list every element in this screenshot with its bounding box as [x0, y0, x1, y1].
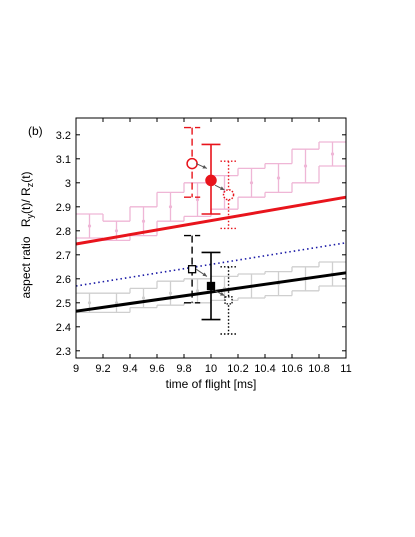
- x-tick-label: 10.6: [281, 363, 302, 375]
- gray-step-point: [168, 291, 173, 295]
- gray-step-point: [114, 301, 119, 305]
- y-axis-label-sub1: y: [25, 213, 35, 218]
- pink-step-point: [168, 205, 173, 209]
- y-tick-label: 2.3: [56, 346, 71, 358]
- marker-black-dotted-square: [224, 296, 233, 305]
- pink-step-point: [276, 176, 281, 180]
- y-tick-label: 3: [65, 178, 71, 190]
- pink-step-point: [141, 219, 146, 223]
- y-tick-label: 2.4: [56, 322, 71, 334]
- y-axis-label-r1: R: [19, 218, 33, 227]
- ticks-layer: 9 9.2 9.4 9.6 9.8 10 10.2 10.4 10.6 10.8 11 2.3 2.4 2…: [56, 118, 352, 375]
- arrow-head: [202, 164, 207, 169]
- series-line-red-solid: [75, 195, 347, 246]
- marker-red-open-circle: [186, 157, 198, 170]
- y-axis-label-prefix: aspect ratio: [19, 236, 33, 298]
- y-tick-label: 2.6: [56, 274, 71, 286]
- x-tick-label: 9.6: [149, 363, 164, 375]
- arrow-head: [220, 292, 225, 296]
- x-tick-label: 10: [205, 363, 217, 375]
- y-tick-label: 3.2: [56, 130, 71, 142]
- x-tick-label: 9: [73, 363, 79, 375]
- y-axis-label-end: (t): [19, 171, 33, 182]
- x-tick-label: 11: [340, 363, 351, 375]
- y-tick-label: 2.7: [56, 250, 71, 262]
- arrow-head: [220, 186, 225, 190]
- arrows-layer: [195, 163, 225, 297]
- y-tick-label: 3.1: [56, 154, 71, 166]
- pink-step-point: [195, 198, 200, 202]
- marker-black-filled-square: [206, 281, 216, 291]
- panel-label: (b): [28, 124, 43, 138]
- arrow-head: [202, 272, 207, 277]
- y-tick-label: 2.9: [56, 202, 71, 214]
- x-tick-label: 10.2: [227, 363, 248, 375]
- y-tick-label: 2.8: [56, 226, 71, 238]
- x-tick-label: 10.8: [308, 363, 329, 375]
- pink-step-point: [87, 224, 92, 228]
- gray-step-point: [141, 296, 146, 300]
- points-layer: [184, 126, 237, 335]
- x-tick-label: 9.8: [176, 363, 191, 375]
- pink-step-point: [330, 152, 335, 156]
- x-axis-label: time of flight [ms]: [166, 377, 257, 391]
- x-tick-label: 10.4: [254, 363, 275, 375]
- x-tick-label: 9.2: [95, 363, 110, 375]
- pink-step-point: [303, 164, 308, 168]
- gray-step-point: [87, 301, 92, 305]
- marker-black-open-square: [187, 265, 197, 274]
- series-line-blue-dotted: [75, 242, 347, 287]
- gray-step-point: [195, 289, 200, 293]
- y-tick-label: 2.5: [56, 298, 71, 310]
- y-axis-label: aspect ratio Ry(t)/ Rz(t): [19, 171, 35, 298]
- pink-step-point: [114, 229, 119, 233]
- y-axis-label-mid: (t)/ R: [19, 187, 33, 214]
- x-tick-label: 9.4: [122, 363, 137, 375]
- marker-red-dotted-circle: [222, 189, 235, 201]
- marker-red-filled-circle: [205, 174, 217, 187]
- y-axis-label-sub2: z: [25, 182, 35, 187]
- pink-step-point: [249, 181, 254, 185]
